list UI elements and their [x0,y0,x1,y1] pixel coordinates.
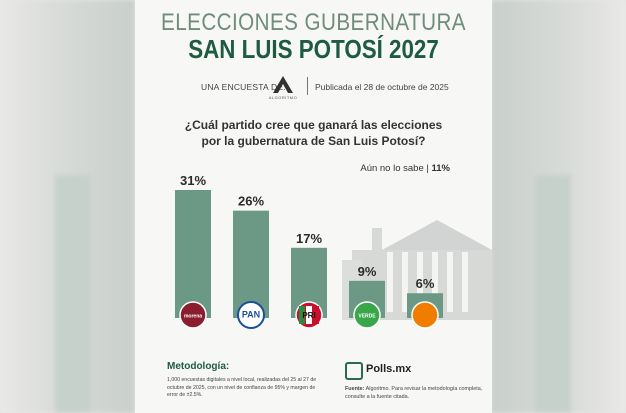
party-logo-text: morena [184,314,202,320]
question-line-1: ¿Cuál partido cree que ganará las elecci… [184,118,443,132]
methodology-text: 1,000 encuestas digitales a nivel local,… [167,377,317,399]
pollsmx-logo-icon [345,362,363,380]
question-line-2: por la gubernatura de San Luis Potosí? [201,134,426,148]
source-note: Fuente: Algoritmo. Para revisar la metod… [345,385,485,401]
capitol-building-image [342,220,492,320]
pollster-label: UNA ENCUESTA DE: [201,82,286,92]
bar-value-label: 17% [296,231,322,246]
algoritmo-logo-icon [273,76,293,93]
party-logo-text: VERDE [358,314,376,320]
party-logo-text: PRI [302,311,315,320]
pollster-logo-text: ALGORITMO [268,95,298,100]
background-blur-right [491,0,626,413]
pollsmx-brand: Polls.mx [366,363,412,375]
pri-stripe [299,306,305,324]
methodology-title: Metodología: [167,361,230,372]
bar-value-label: 26% [238,194,264,209]
undecided-value: 11% [431,163,451,174]
undecided-share: Aún no lo sabe | 11% [360,163,450,174]
source-text: Algoritmo. Para revisar la metodología c… [345,386,483,400]
party-logo-morena-icon [179,301,207,329]
title-line-2: SAN LUIS POTOSÍ 2027 [188,34,439,64]
bar-chart: 31% morena 26% PAN 17% PRI 9% VERDE 6% [175,173,443,329]
party-logo-text: PAN [242,310,260,320]
undecided-label: Aún no lo sabe [360,163,424,174]
byline-divider [307,77,308,95]
published-date: Publicada el 28 de octubre de 2025 [315,82,449,92]
party-logo-mc-icon [411,301,439,329]
survey-question: ¿Cuál partido cree que ganará las elecci… [135,117,492,149]
byline: UNA ENCUESTA DE: ALGORITMO Publicada el … [135,73,492,101]
source-label: Fuente: [345,386,365,392]
party-logo-verde-icon [353,301,381,329]
title-line-1: ELECCIONES GUBERNATURA [161,9,466,36]
bar-pan [233,210,269,318]
bar-value-label: 31% [180,173,206,188]
pri-stripe [313,306,319,324]
infographic-card: ELECCIONES GUBERNATURA SAN LUIS POTOSÍ 2… [135,0,492,413]
bar-value-label: 6% [416,276,435,291]
pri-stripe [306,306,312,324]
party-logo-pan-icon [237,301,265,329]
background-blur-left [0,0,135,413]
bar-value-label: 9% [358,264,377,279]
bar-morena [175,190,211,318]
